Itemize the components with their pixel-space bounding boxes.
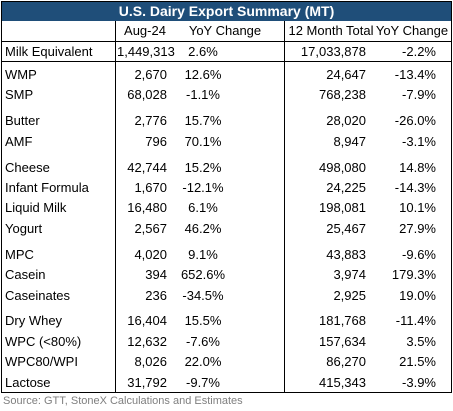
row-label: Infant Formula bbox=[5, 180, 89, 195]
cell: 3,974 bbox=[333, 267, 366, 283]
cell: -34.5% bbox=[182, 287, 224, 303]
cell: 4,020 bbox=[134, 246, 167, 262]
cell: 2,776 bbox=[134, 113, 167, 129]
cell: 14.8% bbox=[399, 159, 436, 175]
cell: 2,925 bbox=[333, 287, 366, 303]
cell: 16,480 bbox=[127, 200, 167, 216]
table: U.S. Dairy Export Summary (MT) Aug-24 YoY… bbox=[1, 1, 452, 393]
cell: 8,026 bbox=[134, 354, 167, 370]
row-label: Dry Whey bbox=[5, 313, 63, 329]
column-header: YoY Change bbox=[375, 23, 449, 38]
cell: 652.6% bbox=[180, 267, 226, 283]
cell: 768,238 bbox=[319, 87, 366, 103]
column-divider bbox=[115, 21, 116, 392]
cell: 42,744 bbox=[127, 159, 167, 175]
column-header: 12 Month Total bbox=[288, 23, 374, 38]
cell: 68,028 bbox=[127, 87, 167, 103]
cell: -7.9% bbox=[402, 87, 436, 103]
row-label: WMP bbox=[5, 67, 37, 82]
table-title: U.S. Dairy Export Summary (MT) bbox=[2, 2, 451, 21]
cell: 43,883 bbox=[326, 246, 366, 262]
cell: 179.3% bbox=[391, 267, 436, 283]
cell: 6.1% bbox=[188, 200, 218, 216]
cell: 24,225 bbox=[326, 180, 366, 195]
cell: 198,081 bbox=[319, 200, 366, 216]
row-label: Cheese bbox=[5, 159, 50, 175]
cell: 27.9% bbox=[399, 220, 436, 236]
cell: -3.9% bbox=[402, 374, 436, 390]
cell: -2.2% bbox=[402, 44, 436, 59]
cell: 2,567 bbox=[134, 220, 167, 236]
cell: -12.1% bbox=[182, 180, 224, 195]
row-divider bbox=[2, 61, 451, 62]
cell: 2.6% bbox=[188, 44, 218, 59]
row-label: SMP bbox=[5, 87, 34, 103]
cell: -1.1% bbox=[186, 87, 220, 103]
cell: 31,792 bbox=[127, 374, 167, 390]
cell: 28,020 bbox=[326, 113, 366, 129]
cell: -14.3% bbox=[394, 180, 436, 195]
cell: 25,467 bbox=[326, 220, 366, 236]
source-note: Source: GTT, StoneX Calculations and Est… bbox=[3, 395, 243, 407]
cell: -26.0% bbox=[394, 113, 436, 129]
cell: 236 bbox=[145, 287, 167, 303]
cell: 16,404 bbox=[127, 313, 167, 329]
cell: 498,080 bbox=[319, 159, 366, 175]
cell: -3.1% bbox=[402, 133, 436, 149]
cell: 19.0% bbox=[399, 287, 436, 303]
row-label: MPC bbox=[5, 246, 34, 262]
cell: 15.7% bbox=[184, 113, 222, 129]
cell: -11.4% bbox=[395, 313, 436, 329]
row-divider bbox=[2, 41, 451, 42]
cell: 17,033,878 bbox=[300, 44, 366, 59]
row-label: Butter bbox=[5, 113, 40, 129]
cell: -7.6% bbox=[186, 333, 220, 349]
cell: 15.2% bbox=[184, 159, 222, 175]
cell: -9.7% bbox=[186, 374, 220, 390]
cell: 157,634 bbox=[319, 333, 366, 349]
cell: 15.5% bbox=[184, 313, 222, 329]
row-label: Liquid Milk bbox=[5, 200, 67, 216]
row-label: AMF bbox=[5, 133, 33, 149]
cell: -9.6% bbox=[402, 246, 436, 262]
cell: 21.5% bbox=[399, 354, 436, 370]
cell: 2,670 bbox=[134, 67, 167, 82]
cell: 86,270 bbox=[326, 354, 366, 370]
column-divider bbox=[284, 21, 285, 392]
row-label: WPC80/WPI bbox=[5, 354, 78, 370]
cell: 394 bbox=[145, 267, 167, 283]
row-label: Milk Equivalent bbox=[5, 44, 93, 59]
cell: 3.5% bbox=[406, 333, 436, 349]
column-header: YoY Change bbox=[188, 23, 262, 38]
cell: 12.6% bbox=[184, 67, 222, 82]
cell: 181,768 bbox=[319, 313, 366, 329]
cell: 10.1% bbox=[399, 200, 436, 216]
cell: 1,670 bbox=[134, 180, 167, 195]
cell: 1,449,313 bbox=[117, 44, 175, 59]
cell: 415,343 bbox=[319, 374, 366, 390]
row-label: Yogurt bbox=[5, 220, 43, 236]
cell: 12,632 bbox=[127, 333, 167, 349]
cell: 9.1% bbox=[188, 246, 218, 262]
cell: 46.2% bbox=[184, 220, 222, 236]
cell: 796 bbox=[145, 133, 167, 149]
row-label: Lactose bbox=[5, 374, 51, 390]
cell: -13.4% bbox=[394, 67, 436, 82]
row-label: Caseinates bbox=[5, 287, 71, 303]
cell: 70.1% bbox=[184, 133, 222, 149]
cell: 8,947 bbox=[333, 133, 366, 149]
cell: 24,647 bbox=[326, 67, 366, 82]
row-label: Casein bbox=[5, 267, 46, 283]
cell: 22.0% bbox=[184, 354, 222, 370]
column-header: Aug-24 bbox=[124, 23, 166, 38]
row-label: WPC (<80%) bbox=[5, 333, 82, 349]
